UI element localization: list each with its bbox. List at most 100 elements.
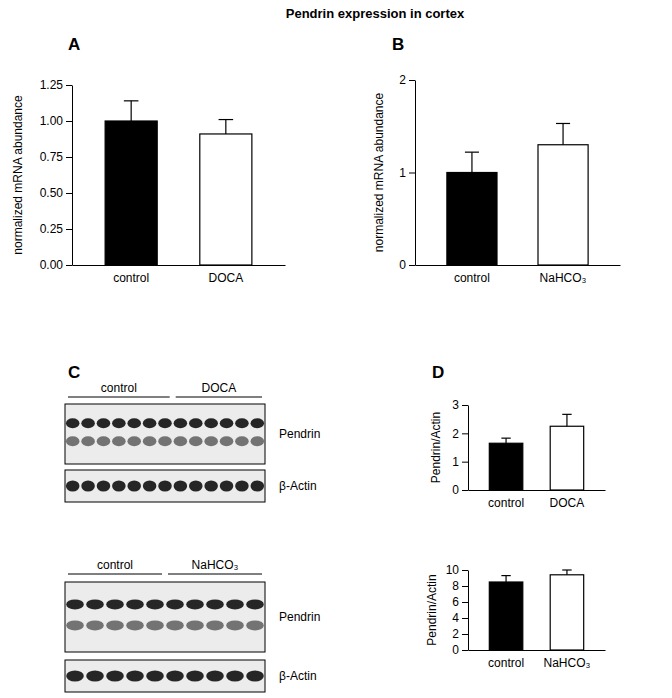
y-tick-label: 10 <box>446 563 460 577</box>
x-tick-label: DOCA <box>550 496 585 510</box>
error-bar-stem <box>225 120 226 134</box>
y-tick-label: 2 <box>452 627 459 641</box>
group-label: control <box>101 381 137 395</box>
x-tick-label: DOCA <box>208 271 243 285</box>
blot-band <box>86 599 104 609</box>
bar <box>489 443 522 490</box>
error-bar-cap <box>124 100 139 101</box>
error-bar <box>556 123 570 144</box>
blot-band <box>204 436 218 446</box>
row-label: β-Actin <box>279 479 317 493</box>
y-tick-mark <box>66 265 72 266</box>
blot-band <box>226 671 244 682</box>
blot-band <box>166 599 184 609</box>
y-axis-line <box>415 81 416 266</box>
blot-band <box>235 481 249 492</box>
y-tick: 0.50 <box>40 186 72 200</box>
group-label: control <box>97 558 133 572</box>
error-bar-cap <box>219 119 234 120</box>
blot-band <box>143 436 157 446</box>
y-tick-label: 1.25 <box>40 78 64 92</box>
x-axis: controlNaHCO₃ <box>469 650 606 670</box>
error-bar-stem <box>131 101 132 121</box>
y-tick: 0 <box>452 643 468 657</box>
blot-band <box>81 418 95 428</box>
blot-band <box>106 671 124 682</box>
blot-band <box>206 671 224 682</box>
bar <box>105 121 157 265</box>
error-bar-stem <box>471 152 472 172</box>
x-tick: NaHCO₃ <box>540 265 587 285</box>
error-bar-cap <box>501 575 510 576</box>
y-axis-title: Pendrin/Actin <box>425 574 439 645</box>
blot-band <box>106 620 124 630</box>
y-tick-mark <box>462 586 468 587</box>
row-label: Pendrin <box>279 610 320 624</box>
row-label: β-Actin <box>279 669 317 683</box>
y-tick-label: 3 <box>452 398 459 412</box>
y-tick: 0.25 <box>40 222 72 236</box>
error-bar-stem <box>562 123 563 144</box>
blot-band <box>186 599 204 609</box>
y-tick-label: 0.75 <box>40 150 64 164</box>
blot-band <box>189 436 203 446</box>
y-axis-line <box>72 86 73 266</box>
blot-band <box>166 671 184 682</box>
blot-band <box>220 436 234 446</box>
bar <box>550 575 583 650</box>
blot-band <box>158 418 172 428</box>
y-tick: 0 <box>452 483 468 497</box>
chart-panel: 0246810controlNaHCO₃Pendrin/Actin <box>425 563 606 669</box>
y-axis-line <box>468 571 469 651</box>
y-tick-mark <box>462 570 468 571</box>
blot-band <box>97 418 111 428</box>
plot-area <box>105 101 252 265</box>
figure: Pendrin expression in cortex0.000.250.50… <box>0 0 672 698</box>
blot-membrane <box>65 660 265 692</box>
blot-band <box>81 436 95 446</box>
plot-area <box>489 414 583 490</box>
y-tick-label: 1 <box>452 455 459 469</box>
y-tick: 10 <box>446 563 468 577</box>
y-tick-label: 8 <box>452 579 459 593</box>
y-axis: 0123 <box>452 398 468 497</box>
y-tick: 3 <box>452 398 468 412</box>
blot-band <box>174 481 188 492</box>
panel-letter: C <box>68 363 80 382</box>
y-tick-mark <box>462 650 468 651</box>
blot-band <box>112 418 126 428</box>
y-tick-mark <box>66 229 72 230</box>
y-tick-mark <box>462 634 468 635</box>
y-tick-mark <box>462 433 468 434</box>
plot-area <box>489 570 583 650</box>
y-tick-label: 1 <box>399 166 406 180</box>
y-axis-line <box>468 406 469 491</box>
western-blot: controlNaHCO₃Pendrinβ-Actin <box>65 558 320 692</box>
y-tick: 1.00 <box>40 114 72 128</box>
blot-band <box>204 481 218 492</box>
blot-band <box>127 436 141 446</box>
x-axis-line <box>469 490 606 491</box>
y-tick-mark <box>66 157 72 158</box>
blot-band <box>206 599 224 609</box>
y-tick-label: 0 <box>399 258 406 272</box>
error-bar <box>219 120 234 134</box>
blot-band <box>251 418 265 428</box>
y-tick-mark <box>66 85 72 86</box>
blot-band <box>246 671 264 682</box>
blot-band <box>97 436 111 446</box>
panel-letter: A <box>68 35 80 54</box>
chart-panel: 0123controlDOCAPendrin/Actin <box>429 398 606 509</box>
x-tick: control <box>488 490 524 510</box>
error-bar <box>562 414 571 426</box>
western-blot: controlDOCAPendrinβ-Actin <box>65 381 320 502</box>
y-tick-mark <box>66 193 72 194</box>
x-axis-line <box>469 650 606 651</box>
blot-band <box>126 599 144 609</box>
blot-band <box>220 481 234 492</box>
blot-band <box>186 671 204 682</box>
x-tick: DOCA <box>550 490 585 510</box>
y-tick-mark <box>462 602 468 603</box>
y-axis-title: Pendrin/Actin <box>429 412 443 483</box>
blot-band <box>66 436 80 446</box>
